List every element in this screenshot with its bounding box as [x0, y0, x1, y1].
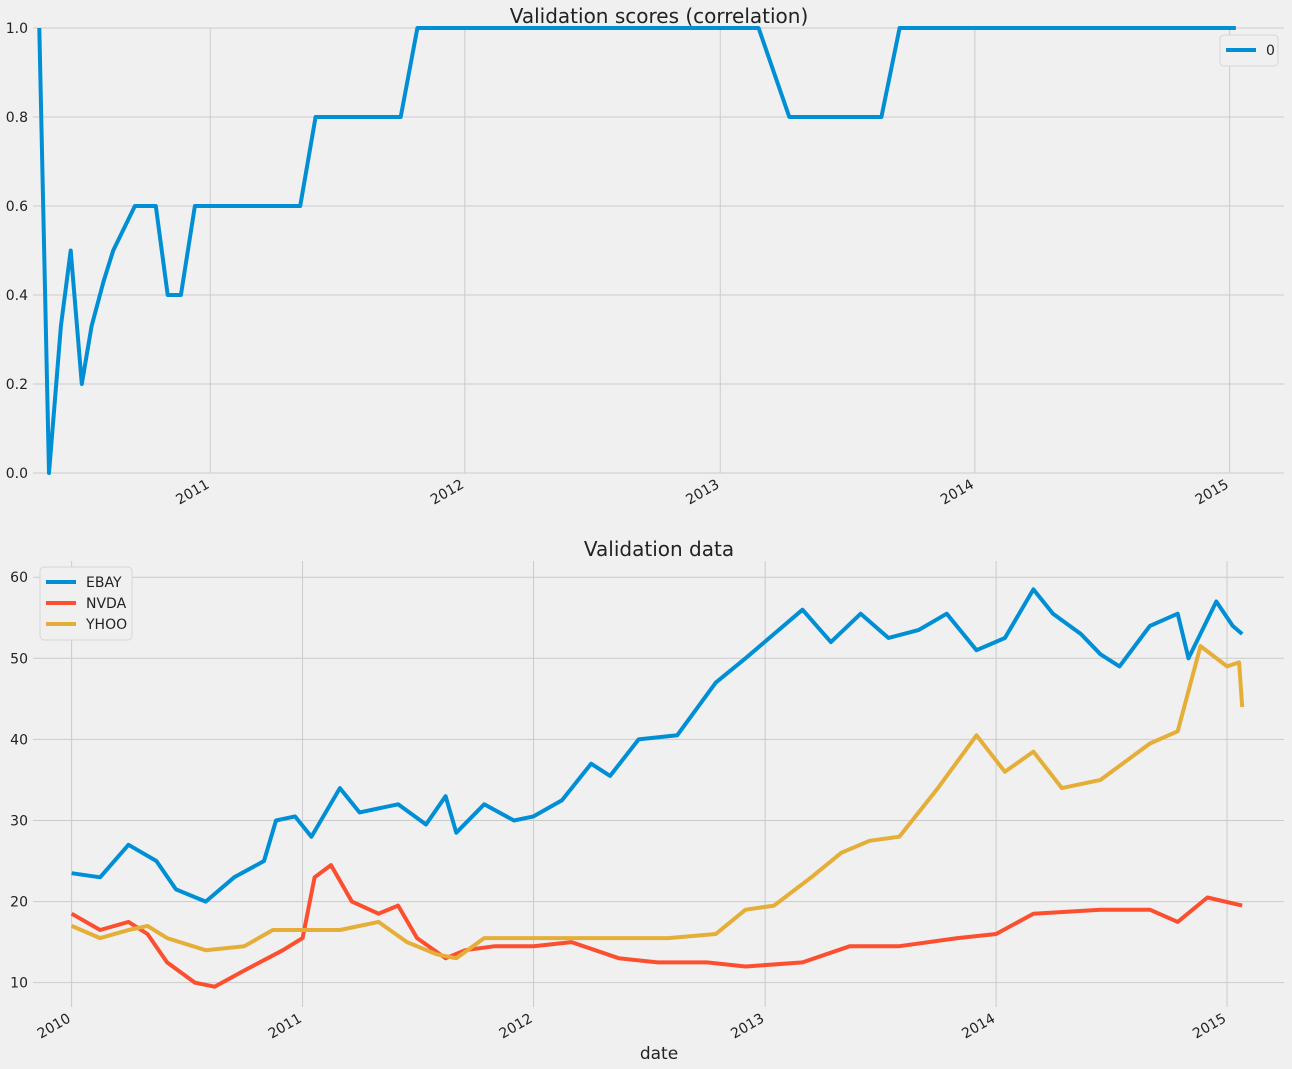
- y-tick-label: 60: [10, 570, 28, 586]
- legend[interactable]: EBAY NVDA YHOO: [39, 566, 133, 641]
- y-tick-label: 0.2: [6, 377, 28, 393]
- legend-label: YHOO: [85, 617, 127, 633]
- y-tick-label: 40: [10, 732, 28, 748]
- series-lines: [70, 587, 1245, 989]
- series-line-0: [37, 26, 1236, 475]
- legend[interactable]: 0: [1219, 34, 1279, 67]
- grid: [33, 27, 1284, 474]
- y-tick-labels: 0.0 0.2 0.4 0.6 0.8 1.0: [6, 21, 28, 482]
- y-tick-label: 50: [10, 651, 28, 667]
- legend-label: NVDA: [86, 596, 127, 612]
- legend-box: [39, 566, 133, 641]
- y-tick-labels: 10 20 30 40 50 60: [10, 570, 28, 991]
- y-tick-label: 10: [10, 976, 28, 992]
- y-tick-label: 0.4: [6, 288, 28, 304]
- y-tick-label: 0.0: [6, 466, 28, 482]
- y-tick-label: 1.0: [6, 21, 28, 37]
- chart-title: Validation scores (correlation): [510, 4, 809, 28]
- y-tick-label: 20: [10, 895, 28, 911]
- legend-label: 0: [1266, 43, 1275, 59]
- x-axis-label: date: [640, 1044, 678, 1064]
- y-tick-label: 0.6: [6, 199, 28, 215]
- y-tick-label: 0.8: [6, 110, 28, 126]
- series-line-ebay: [71, 587, 1244, 904]
- y-tick-label: 30: [10, 813, 28, 829]
- series-line-yhoo: [70, 644, 1245, 961]
- legend-label: EBAY: [86, 575, 122, 591]
- series-line-nvda: [70, 863, 1243, 989]
- series-lines: [37, 26, 1236, 475]
- chart-title: Validation data: [584, 537, 734, 561]
